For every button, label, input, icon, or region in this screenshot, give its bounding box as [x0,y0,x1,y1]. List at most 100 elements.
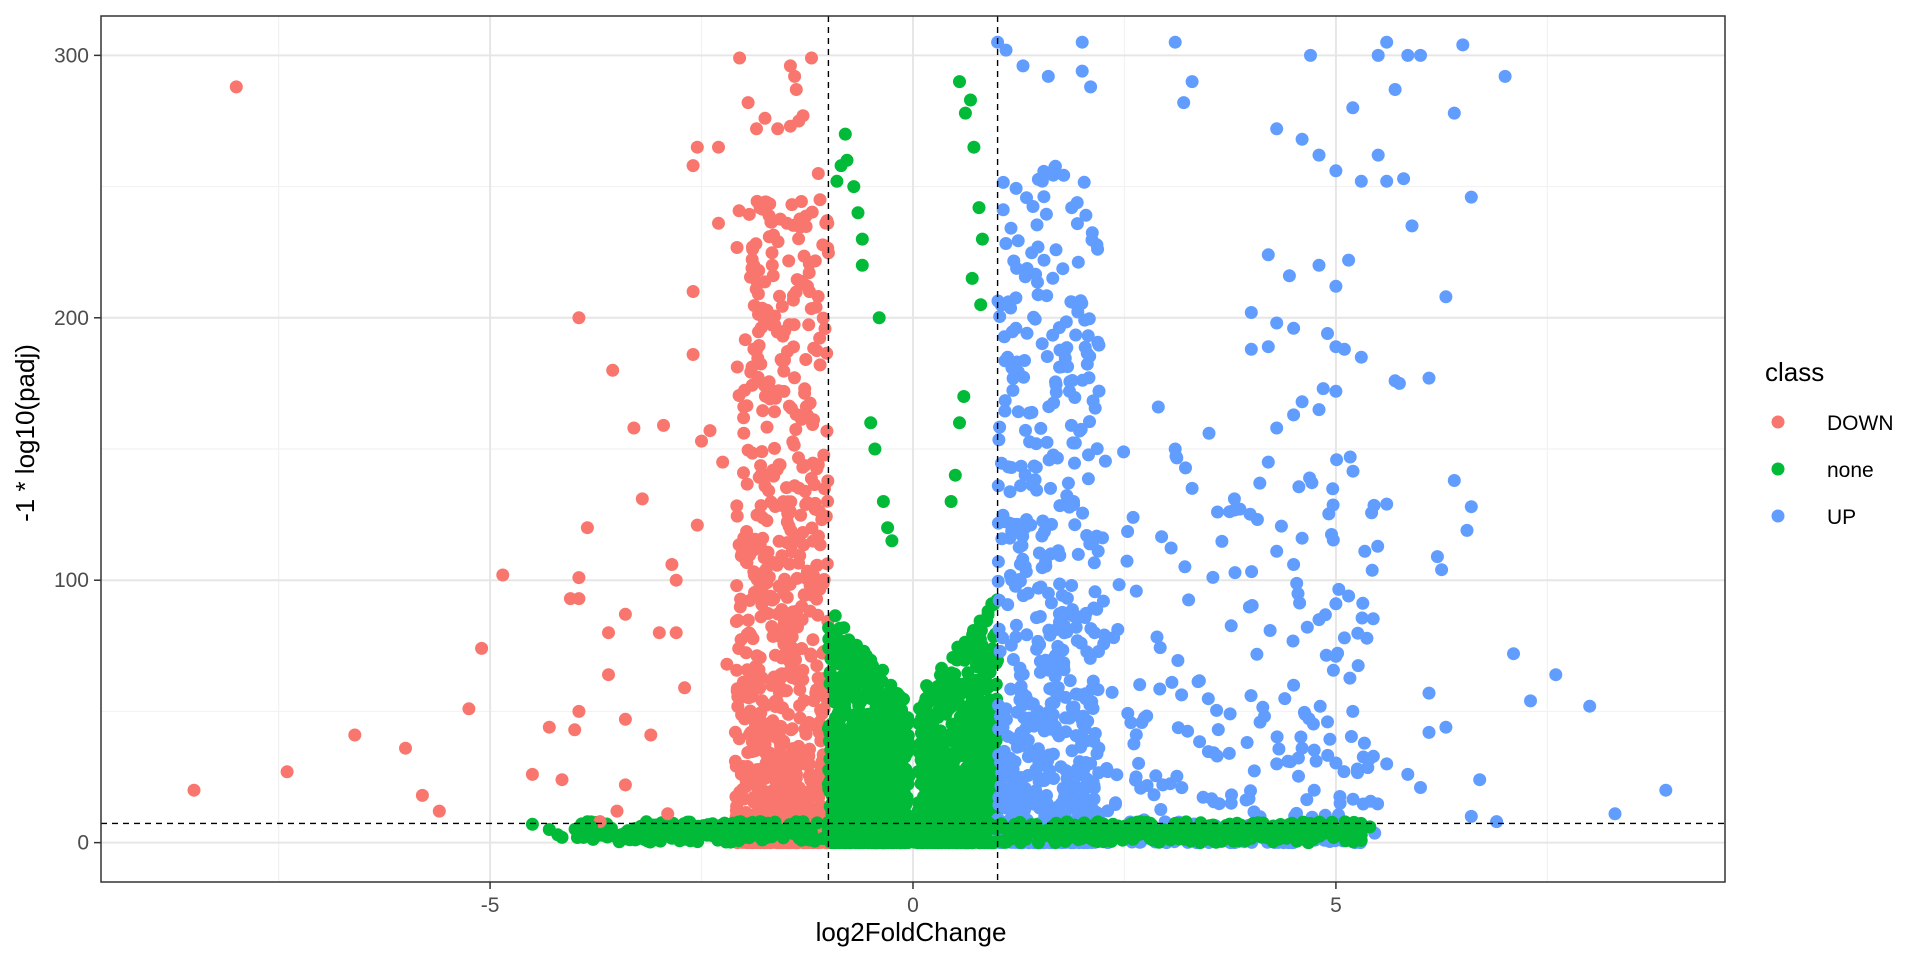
data-point-down [686,159,700,173]
data-point-down [781,495,795,509]
data-point-up [1447,474,1461,487]
data-point-up [1414,48,1427,62]
data-point-down [802,318,816,332]
data-point-up [1051,639,1065,653]
data-point-up [1439,290,1453,304]
data-point-up [1405,219,1419,233]
data-point-up [1326,663,1340,677]
data-point-up [1430,550,1444,564]
data-point-down [737,426,751,440]
data-point-up [1140,779,1154,792]
data-point-up [1244,306,1258,319]
data-point-up [996,175,1010,189]
data-point-up [1084,80,1098,94]
data-point-down [797,249,811,263]
data-point-none [827,801,841,814]
data-point-up [1004,221,1018,235]
data-point-none [1200,831,1214,845]
data-point-down [802,749,816,763]
data-point-up [1201,745,1215,759]
data-point-down [678,681,692,695]
data-point-none [1106,831,1119,844]
data-point-down [432,804,446,818]
data-point-down [568,723,582,737]
data-point-down [572,571,586,585]
data-point-down [782,318,796,332]
data-point-none [950,765,964,779]
data-point-up [1149,769,1163,783]
data-point-up [1061,476,1075,490]
y-tick-label: 0 [77,832,89,855]
data-point-up [1366,612,1380,626]
data-point-down [606,363,620,377]
data-point-up [1282,269,1296,283]
data-point-down [765,318,779,332]
data-point-down [774,671,788,685]
data-point-none [823,677,837,691]
data-point-down [610,804,624,818]
data-point-none [846,720,860,734]
data-point-up [1329,597,1343,611]
data-point-down [742,207,756,221]
data-point-down [602,626,615,640]
legend-key-down [1771,415,1785,429]
data-point-up [1319,648,1333,662]
data-point-down [773,289,786,303]
data-point-none [944,495,958,508]
data-point-none [864,416,878,430]
data-point-up [1287,408,1301,422]
data-point-down [737,411,751,425]
data-point-none [949,795,963,809]
data-point-up [1011,234,1025,248]
data-point-up [1040,350,1054,363]
data-point-up [1371,148,1385,162]
data-point-up [1263,624,1277,637]
data-point-down [787,748,801,762]
data-point-up [1337,631,1351,645]
data-point-down [821,494,835,508]
data-point-up [1051,544,1065,558]
data-point-up [1245,565,1259,579]
data-point-up [1151,400,1165,414]
data-point-up [1179,461,1192,475]
data-point-down [806,418,820,431]
data-point-up [1295,531,1309,545]
x-axis: -5 0 5 [481,882,1342,917]
data-point-up [1039,653,1052,667]
data-point-up [1215,534,1229,548]
data-point-none [859,711,873,725]
data-point-up [1045,517,1058,531]
data-point-down [747,795,761,809]
legend-label-down: DOWN [1827,412,1894,435]
data-point-up [1060,591,1074,605]
data-point-up [999,237,1013,250]
data-point-down [788,532,802,546]
data-point-up [1047,396,1061,410]
data-point-down [738,710,752,724]
data-point-up [993,644,1007,658]
data-point-up [1343,671,1357,685]
data-point-down [475,641,489,655]
data-point-up [1312,613,1326,627]
data-point-none [968,820,982,834]
data-point-none [1255,830,1269,844]
data-point-up [1300,620,1314,634]
data-point-down [820,557,834,571]
data-point-up [1074,740,1088,754]
data-point-down [767,228,780,242]
data-point-up [1068,518,1082,532]
data-point-up [1464,500,1478,514]
data-point-up [995,532,1009,546]
data-point-up [1357,736,1371,750]
data-point-up [1082,448,1095,462]
data-point-none [978,765,992,779]
data-point-up [991,294,1005,308]
data-point-up [1074,294,1088,308]
data-point-up [1185,481,1199,495]
data-point-up [1498,69,1512,83]
data-point-none [1116,833,1130,847]
data-point-none [1143,832,1157,846]
data-point-up [1329,384,1343,398]
data-point-up [1080,346,1094,360]
data-point-none [1363,820,1377,834]
